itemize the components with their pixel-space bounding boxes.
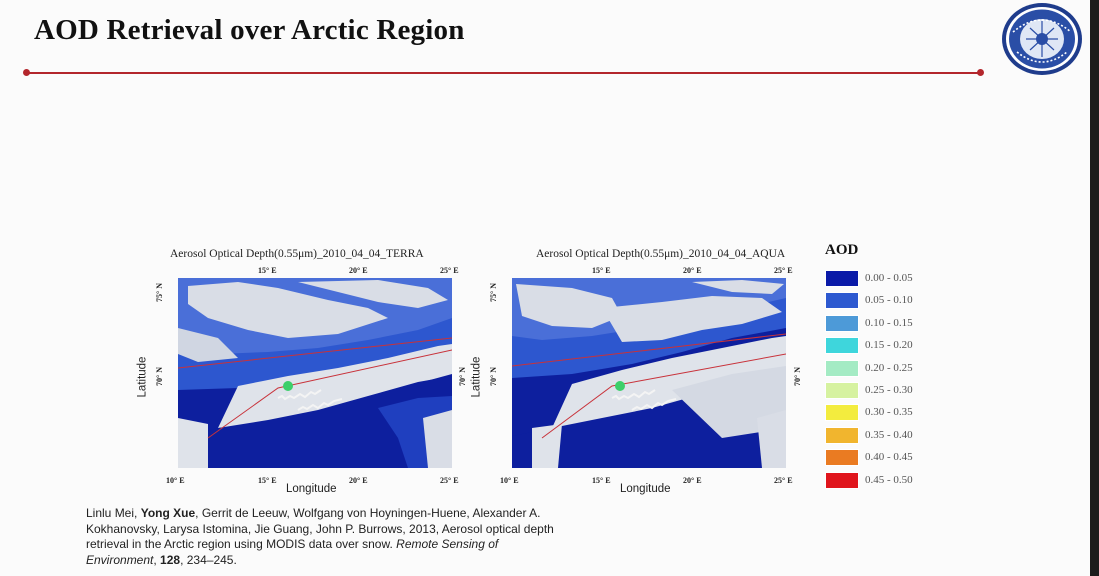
aqua-panel-title: Aerosol Optical Depth(0.55μm)_2010_04_04… [536,248,786,260]
aqua-aod-map [512,278,786,468]
terra-bottom-tick: 15° E [258,476,277,485]
legend-swatch [825,337,859,355]
citation-authors-pre: Linlu Mei, [86,506,141,520]
legend-label: 0.05 - 0.10 [865,294,913,307]
terra-right-tick: 70° N [457,367,467,386]
divider-dot-left [23,69,30,76]
legend-label: 0.15 - 0.20 [865,339,913,352]
terra-y-axis-label: Latitude [136,356,149,398]
title-divider [26,72,980,74]
legend-label: 0.30 - 0.35 [865,406,913,419]
legend-label: 0.35 - 0.40 [865,428,913,441]
legend-label: 0.40 - 0.45 [865,451,913,464]
terra-top-tick: 15° E [258,266,277,275]
terra-bottom-tick: 20° E [349,476,368,485]
legend-label: 0.20 - 0.25 [865,361,913,374]
aqua-bottom-tick: 15° E [592,476,611,485]
legend-label: 0.10 - 0.15 [865,316,913,329]
aqua-left-tick: 75° N [488,283,498,302]
screen-edge [1090,0,1099,576]
terra-aod-map [178,278,452,468]
aqua-bottom-tick: 10° E [500,476,519,485]
citation-author-bold: Yong Xue [140,506,196,520]
legend-swatch [825,314,859,332]
citation-authors-post: , Gerrit de Leeuw, Wolfgang von Hoyninge… [86,506,554,551]
citation: Linlu Mei, Yong Xue, Gerrit de Leeuw, Wo… [86,506,556,568]
legend-swatch [825,426,859,444]
legend-label: 0.45 - 0.50 [865,473,913,486]
aqua-bottom-tick: 20° E [683,476,702,485]
terra-left-tick: 70° N [154,367,164,386]
citation-journal: Remote Sensing of Environment [86,537,499,567]
terra-x-axis-label: Longitude [286,483,337,495]
aqua-top-tick: 15° E [592,266,611,275]
aqua-top-tick: 25° E [774,266,793,275]
aqua-x-axis-label: Longitude [620,483,671,495]
citation-volume: 128 [160,552,181,567]
aqua-left-tick: 70° N [488,367,498,386]
aqua-right-tick: 70° N [792,367,802,386]
slide-title: AOD Retrieval over Arctic Region [34,14,465,46]
terra-left-tick: 75° N [154,283,164,302]
aqua-y-axis-label: Latitude [470,356,483,398]
legend-label: 0.25 - 0.30 [865,384,913,396]
aqua-top-tick: 20° E [683,266,702,275]
divider-dot-right [977,69,984,76]
citation-sep: , [153,552,161,567]
legend-swatch [825,471,859,489]
legend-swatch [825,270,859,287]
terra-bottom-tick: 25° E [440,476,459,485]
terra-top-tick: 20° E [349,266,368,275]
institution-logo [1002,3,1082,75]
legend-swatch [825,382,859,399]
legend-swatch [825,404,859,422]
legend-swatch [825,292,859,310]
legend-swatch [825,449,859,467]
aqua-bottom-tick: 25° E [774,476,793,485]
terra-top-tick: 25° E [440,266,459,275]
terra-bottom-tick: 10° E [166,476,185,485]
legend-swatch [825,359,859,377]
terra-panel-title: Aerosol Optical Depth(0.55μm)_2010_04_04… [170,248,424,260]
citation-pages: , 234–245. [180,552,237,567]
legend-label: 0.00 - 0.05 [865,272,913,284]
legend-title: AOD [825,242,859,258]
